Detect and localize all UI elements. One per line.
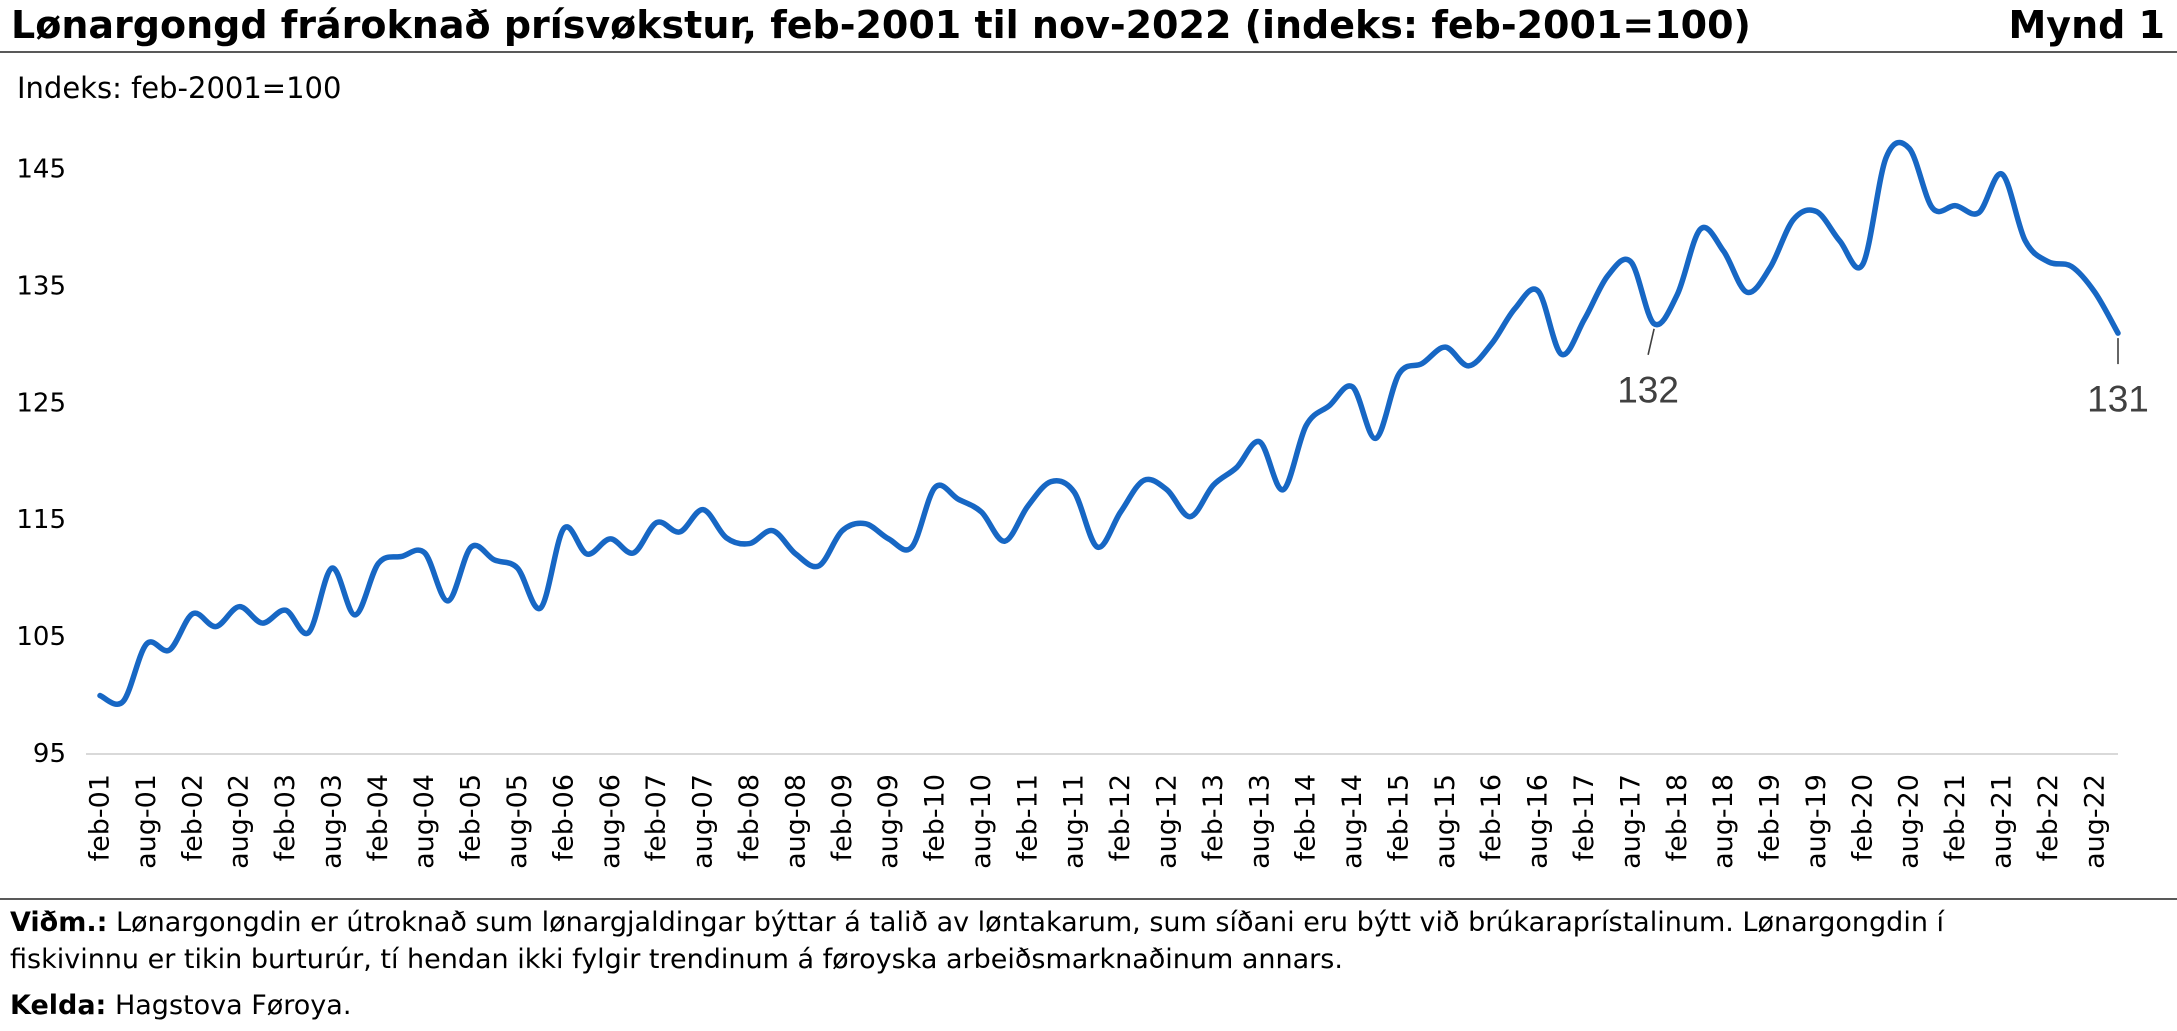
y-tick-label: 115 (16, 505, 66, 535)
data-label-leader (1647, 328, 1655, 355)
chart-note: Viðm.: Lønargongdin er útroknað sum løna… (10, 904, 2070, 978)
source-label: Kelda: (10, 990, 107, 1021)
data-label: 131 (2087, 379, 2149, 420)
x-tick-label: aug-11 (1059, 774, 1090, 869)
x-tick-label: feb-07 (641, 774, 672, 861)
plot-marks: 95 105 115 125 135 145 feb-01 aug-01 feb-02 aug-0… (16, 139, 2149, 869)
data-label: 132 (1617, 369, 1679, 410)
y-tick-label: 95 (33, 739, 66, 769)
x-tick-label: feb-12 (1105, 774, 1136, 861)
x-tick-label: aug-08 (780, 774, 811, 869)
y-tick-label: 125 (16, 388, 66, 418)
x-tick-label: aug-05 (502, 774, 533, 869)
x-tick-label: feb-18 (1662, 774, 1693, 861)
x-tick-label: aug-14 (1337, 774, 1368, 869)
source-text: Hagstova Føroya. (114, 990, 352, 1021)
x-tick-label: aug-03 (317, 774, 348, 869)
y-tick-label: 145 (16, 155, 66, 185)
x-tick-label: feb-16 (1476, 774, 1507, 861)
x-tick-label: aug-13 (1244, 774, 1275, 869)
series-line (97, 139, 2121, 707)
header-divider (0, 51, 2177, 53)
chart-source: Kelda: Hagstova Føroya. (10, 987, 351, 1024)
x-tick-label: aug-21 (1987, 774, 2018, 869)
x-tick-label: feb-05 (456, 774, 487, 861)
x-tick-label: aug-22 (2079, 774, 2110, 869)
x-tick-label: feb-08 (734, 774, 765, 861)
x-tick-label: aug-20 (1894, 774, 1925, 869)
x-tick-label: feb-10 (920, 774, 951, 861)
x-tick-label: aug-10 (966, 774, 997, 869)
x-tick-label: feb-04 (363, 774, 394, 861)
x-tick-label: feb-22 (2033, 774, 2064, 861)
figure-number: Mynd 1 (2008, 3, 2165, 47)
x-tick-label: feb-13 (1198, 774, 1229, 861)
x-tick-label: aug-06 (595, 774, 626, 869)
note-text: Lønargongdin er útroknað sum lønargjaldi… (10, 907, 1945, 975)
x-tick-label: feb-02 (177, 774, 208, 861)
x-tick-label: aug-16 (1523, 774, 1554, 869)
y-axis-label: Indeks: feb-2001=100 (17, 71, 341, 105)
x-tick-label: aug-04 (409, 774, 440, 869)
x-tick-label: feb-15 (1383, 774, 1414, 861)
x-tick-label: feb-09 (827, 774, 858, 861)
x-tick-label: aug-12 (1152, 774, 1183, 869)
x-tick-label: feb-03 (270, 774, 301, 861)
chart-title: Lønargongd frároknað prísvøkstur, feb-20… (11, 3, 1751, 47)
x-tick-label: aug-15 (1430, 774, 1461, 869)
footer-divider (0, 898, 2177, 900)
x-tick-label: aug-02 (224, 774, 255, 869)
x-tick-label: aug-07 (688, 774, 719, 869)
y-tick-label: 105 (16, 622, 66, 652)
x-tick-label: feb-11 (1012, 774, 1043, 861)
x-tick-label: feb-06 (548, 774, 579, 861)
x-tick-label: feb-01 (85, 774, 116, 861)
note-label: Viðm.: (10, 907, 108, 938)
x-tick-label: aug-01 (131, 774, 162, 869)
x-tick-label: feb-14 (1291, 774, 1322, 861)
y-tick-label: 135 (16, 271, 66, 301)
x-tick-label: feb-17 (1569, 774, 1600, 861)
x-tick-label: aug-19 (1801, 774, 1832, 869)
x-tick-label: aug-18 (1708, 774, 1739, 869)
x-tick-label: feb-21 (1940, 774, 1971, 861)
x-tick-label: feb-19 (1755, 774, 1786, 861)
x-tick-label: aug-09 (873, 774, 904, 869)
x-tick-label: feb-20 (1847, 774, 1878, 861)
x-tick-label: aug-17 (1615, 774, 1646, 869)
line-chart: Indeks: feb-2001=100 95 105 115 125 135 145 fe… (16, 71, 2149, 869)
